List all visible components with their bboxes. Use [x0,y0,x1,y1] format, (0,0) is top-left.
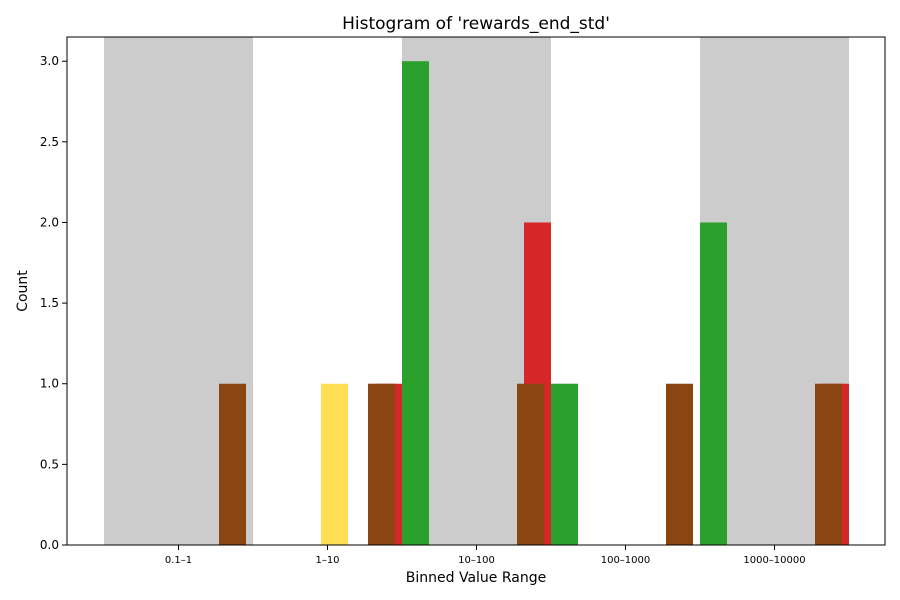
x-tick-label: 1000–10000 [743,555,805,566]
bin-shading-layer [104,37,849,545]
y-tick-label: 0.0 [40,538,59,552]
bar-series-3-bin-0 [219,383,246,545]
x-tick-label: 10–100 [458,555,495,566]
y-tick-label: 2.5 [40,135,59,149]
bar-series-1-bin-3 [551,383,578,545]
chart-title: Histogram of 'rewards_end_std' [342,14,610,34]
x-tick-label: 0.1–1 [165,555,192,566]
x-tick-label: 100–1000 [601,555,651,566]
bar-series-3-bin-4 [815,383,842,545]
bar-series-1-bin-4 [700,222,727,545]
x-axis-label: Binned Value Range [406,570,546,586]
x-tick-label: 1–10 [315,555,339,566]
y-tick-label: 2.0 [40,215,59,229]
y-tick-label: 1.0 [40,377,59,391]
bar-series-0-bin-1 [321,383,348,545]
bar-series-1-bin-2 [402,61,429,545]
bar-series-3-bin-2 [517,383,544,545]
y-axis-ticks: 0.0 0.5 1.0 1.5 2.0 2.5 3.0 [40,54,67,552]
y-tick-label: 0.5 [40,457,59,471]
bars-layer [219,61,849,545]
bar-series-3-bin-1 [368,383,395,545]
y-tick-label: 3.0 [40,54,59,68]
y-axis-label: Count [15,270,31,312]
x-axis-ticks: 0.1–1 1–10 10–100 100–1000 1000–10000 [165,545,806,566]
bar-series-3-bin-3 [666,383,693,545]
y-tick-label: 1.5 [40,296,59,310]
